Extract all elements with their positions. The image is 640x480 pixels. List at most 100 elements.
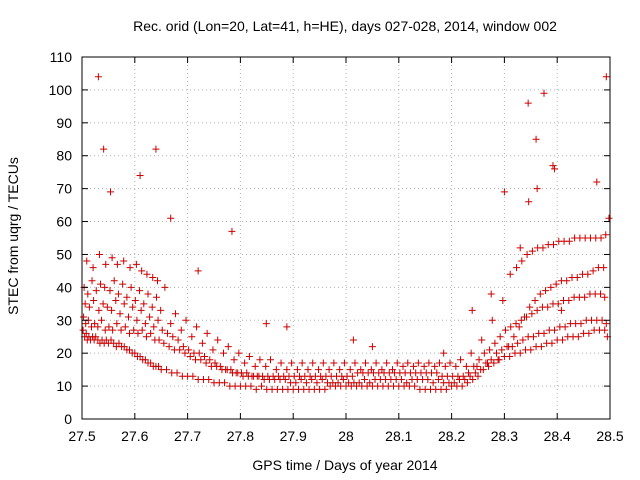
data-point — [602, 73, 610, 81]
data-point — [262, 320, 270, 328]
data-point — [527, 346, 535, 354]
data-point — [174, 336, 182, 344]
data-point — [318, 376, 326, 384]
data-point — [321, 385, 329, 393]
data-point — [173, 369, 181, 377]
data-point — [494, 356, 502, 364]
data-point — [461, 376, 469, 384]
data-point — [88, 323, 96, 331]
data-point — [211, 359, 219, 367]
data-point — [214, 336, 222, 344]
data-point — [96, 280, 104, 288]
data-point — [171, 310, 179, 318]
data-point — [574, 333, 582, 341]
data-point — [84, 290, 92, 298]
data-point — [414, 359, 422, 367]
data-point — [308, 376, 316, 384]
data-point — [228, 227, 236, 235]
data-point — [477, 366, 485, 374]
data-point — [366, 379, 374, 387]
data-point — [452, 362, 460, 370]
data-point — [92, 287, 100, 295]
data-point — [149, 273, 157, 281]
data-point — [601, 326, 609, 334]
data-point — [162, 366, 170, 374]
axis-ticks: 27.5 27.6 27.7 27.8 27.9 28 28.1 28.2 28.3 28.4 28… — [49, 49, 624, 444]
data-point — [281, 376, 289, 384]
data-point — [501, 326, 509, 334]
data-point — [505, 343, 513, 351]
data-point — [80, 313, 88, 321]
y-tick-label: 50 — [56, 246, 72, 262]
data-point — [459, 372, 467, 380]
data-point — [518, 257, 526, 265]
data-point — [602, 320, 610, 328]
data-point — [152, 145, 160, 153]
data-point — [573, 273, 581, 281]
x-tick-label: 28 — [338, 428, 354, 444]
data-point — [517, 316, 525, 324]
data-point — [243, 369, 251, 377]
data-point — [101, 283, 109, 291]
data-point — [473, 362, 481, 370]
data-point — [496, 333, 504, 341]
data-point — [277, 359, 285, 367]
data-point — [388, 366, 396, 374]
data-point — [155, 336, 163, 344]
data-point — [251, 362, 259, 370]
data-point — [124, 313, 132, 321]
data-point — [120, 257, 128, 265]
data-point — [540, 89, 548, 97]
data-point — [126, 329, 134, 337]
data-point — [230, 356, 238, 364]
data-point — [319, 359, 327, 367]
data-point — [209, 346, 217, 354]
data-point — [134, 329, 142, 337]
data-point — [144, 290, 152, 298]
y-tick-label: 80 — [56, 148, 72, 164]
data-point — [205, 376, 213, 384]
data-point — [136, 287, 144, 295]
y-axis-label: STEC from uqrg / TECUs — [5, 157, 21, 315]
data-point — [107, 188, 115, 196]
data-point — [309, 359, 317, 367]
data-point — [101, 326, 109, 334]
data-point — [457, 356, 465, 364]
data-point — [549, 162, 557, 170]
data-point — [410, 362, 418, 370]
grid-lines — [82, 57, 610, 419]
data-point — [528, 310, 536, 318]
data-point — [544, 303, 552, 311]
data-point — [130, 326, 138, 334]
data-point — [325, 366, 333, 374]
data-point — [362, 359, 370, 367]
data-point — [119, 280, 127, 288]
x-tick-label: 27.8 — [227, 428, 254, 444]
data-point — [368, 343, 376, 351]
data-point — [100, 145, 108, 153]
data-point — [540, 329, 548, 337]
data-point — [551, 165, 559, 173]
data-point — [117, 326, 125, 334]
data-point — [499, 297, 507, 305]
data-point — [516, 349, 524, 357]
data-point — [283, 323, 291, 331]
data-point — [367, 366, 375, 374]
data-point — [577, 320, 585, 328]
data-point — [99, 300, 107, 308]
data-point — [200, 352, 208, 360]
data-point — [537, 343, 545, 351]
y-tick-label: 100 — [49, 82, 73, 98]
data-point — [539, 244, 547, 252]
data-point — [532, 135, 540, 143]
data-point — [131, 297, 139, 305]
data-point — [403, 379, 411, 387]
data-point — [524, 99, 532, 107]
data-point — [348, 372, 356, 380]
data-point — [488, 316, 496, 324]
data-point — [206, 356, 214, 364]
data-point — [195, 349, 203, 357]
data-point — [137, 306, 145, 314]
data-point — [334, 379, 342, 387]
